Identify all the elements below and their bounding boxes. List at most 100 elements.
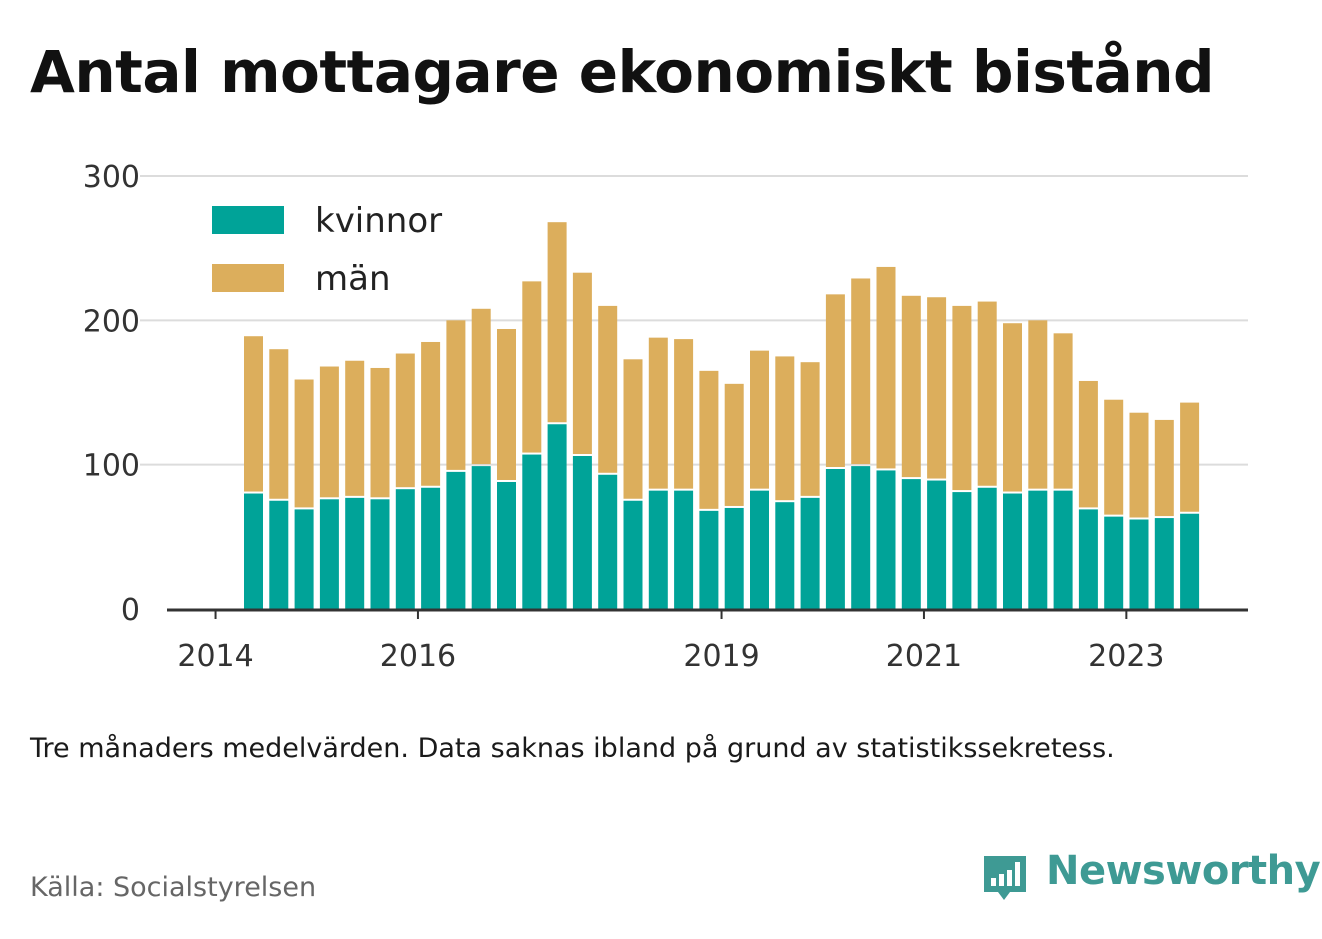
bar-man <box>1053 333 1073 489</box>
bar-man <box>699 370 719 509</box>
x-tick-label: 2021 <box>886 639 962 674</box>
brand-name: Newsworthy <box>1046 848 1321 894</box>
bar-kvinnor <box>876 470 896 609</box>
chart-note: Tre månaders medelvärden. Data saknas ib… <box>30 733 1115 764</box>
y-tick-label: 300 <box>83 160 140 195</box>
bar-kvinnor <box>1028 490 1048 609</box>
y-tick-label: 0 <box>121 593 140 628</box>
bar-kvinnor <box>319 499 339 609</box>
bar-kvinnor <box>572 456 592 609</box>
bar-man <box>750 350 769 489</box>
bar-man <box>648 337 668 489</box>
bar-kvinnor <box>952 492 972 609</box>
newsworthy-logo-icon <box>984 856 1026 900</box>
bar-man <box>421 341 441 486</box>
bar-man <box>598 305 618 473</box>
bar-kvinnor <box>522 454 542 609</box>
bar-kvinnor <box>370 499 390 609</box>
x-tick-label: 2023 <box>1088 639 1164 674</box>
bar-kvinnor <box>800 497 820 609</box>
bar-man <box>674 339 694 489</box>
bar-kvinnor <box>927 480 947 609</box>
bar-kvinnor <box>750 490 769 609</box>
bar-kvinnor <box>724 507 744 609</box>
bar-man <box>1104 399 1124 515</box>
bars <box>244 222 1200 609</box>
x-tick-label: 2014 <box>177 639 253 674</box>
bar-man <box>851 278 871 465</box>
bar-man <box>724 383 744 506</box>
bar-man <box>572 272 592 455</box>
bar-kvinnor <box>547 424 567 609</box>
bar-kvinnor <box>395 489 415 609</box>
bar-man <box>1078 380 1098 508</box>
bar-kvinnor <box>825 468 845 609</box>
x-tick-label: 2016 <box>380 639 456 674</box>
bar-man <box>775 356 795 501</box>
bar-man <box>446 320 466 470</box>
bar-kvinnor <box>1154 518 1174 609</box>
bar-kvinnor <box>294 509 314 609</box>
bar-man <box>876 266 896 469</box>
y-tick-label: 100 <box>83 449 140 484</box>
bar-man <box>345 360 365 496</box>
bar-man <box>825 294 845 467</box>
bar-kvinnor <box>977 487 997 609</box>
bar-kvinnor <box>446 471 466 609</box>
bar-kvinnor <box>269 500 289 609</box>
bar-kvinnor <box>901 479 921 609</box>
bar-man <box>623 359 643 499</box>
bar-kvinnor <box>1104 516 1124 609</box>
bar-kvinnor <box>775 502 795 609</box>
bar-kvinnor <box>648 490 668 609</box>
legend: kvinnor män <box>212 201 442 299</box>
bar-man <box>547 222 567 423</box>
y-axis: 0 100 200 300 <box>83 160 140 628</box>
bar-man <box>901 295 921 478</box>
bar-kvinnor <box>471 466 491 609</box>
legend-label: män <box>315 259 391 299</box>
bar-kvinnor <box>699 510 719 609</box>
x-axis: 2014 2016 2019 2021 2023 <box>167 608 1248 674</box>
bar-man <box>471 308 491 465</box>
bar-kvinnor <box>1053 490 1073 609</box>
bar-kvinnor <box>623 500 643 609</box>
bar-man <box>269 349 289 499</box>
bar-kvinnor <box>1129 519 1149 609</box>
chart: 0 100 200 300 2014 2016 2019 2021 2023 kvinnor m… <box>83 160 1248 674</box>
bar-man <box>319 366 339 498</box>
bar-man <box>800 362 820 496</box>
bar-man <box>497 328 516 480</box>
legend-swatch <box>212 264 284 292</box>
bar-man <box>1180 402 1200 512</box>
bar-kvinnor <box>1003 493 1022 609</box>
bar-kvinnor <box>244 493 263 609</box>
bar-kvinnor <box>598 474 618 609</box>
bar-kvinnor <box>1180 513 1200 609</box>
bar-man <box>977 301 997 486</box>
bar-man <box>370 367 390 498</box>
bar-man <box>522 281 542 453</box>
bar-man <box>294 379 314 508</box>
bar-kvinnor <box>345 497 365 609</box>
bar-man <box>244 336 263 492</box>
legend-swatch <box>212 206 284 234</box>
bar-kvinnor <box>497 481 516 609</box>
bar-man <box>952 305 972 491</box>
bar-man <box>1028 320 1048 489</box>
legend-label: kvinnor <box>315 201 442 241</box>
y-tick-label: 200 <box>83 304 140 339</box>
bar-man <box>927 297 947 479</box>
bar-kvinnor <box>674 490 694 609</box>
bar-kvinnor <box>851 466 871 609</box>
x-tick-label: 2019 <box>683 639 759 674</box>
bar-man <box>395 353 415 488</box>
bar-man <box>1129 412 1149 518</box>
chart-title: Antal mottagare ekonomiskt bistånd <box>30 38 1215 106</box>
bar-kvinnor <box>421 487 441 609</box>
bar-kvinnor <box>1078 509 1098 609</box>
bar-man <box>1154 419 1174 517</box>
source-label: Källa: Socialstyrelsen <box>30 872 317 903</box>
bar-man <box>1003 323 1022 492</box>
brand-logo: Newsworthy <box>980 848 1321 912</box>
